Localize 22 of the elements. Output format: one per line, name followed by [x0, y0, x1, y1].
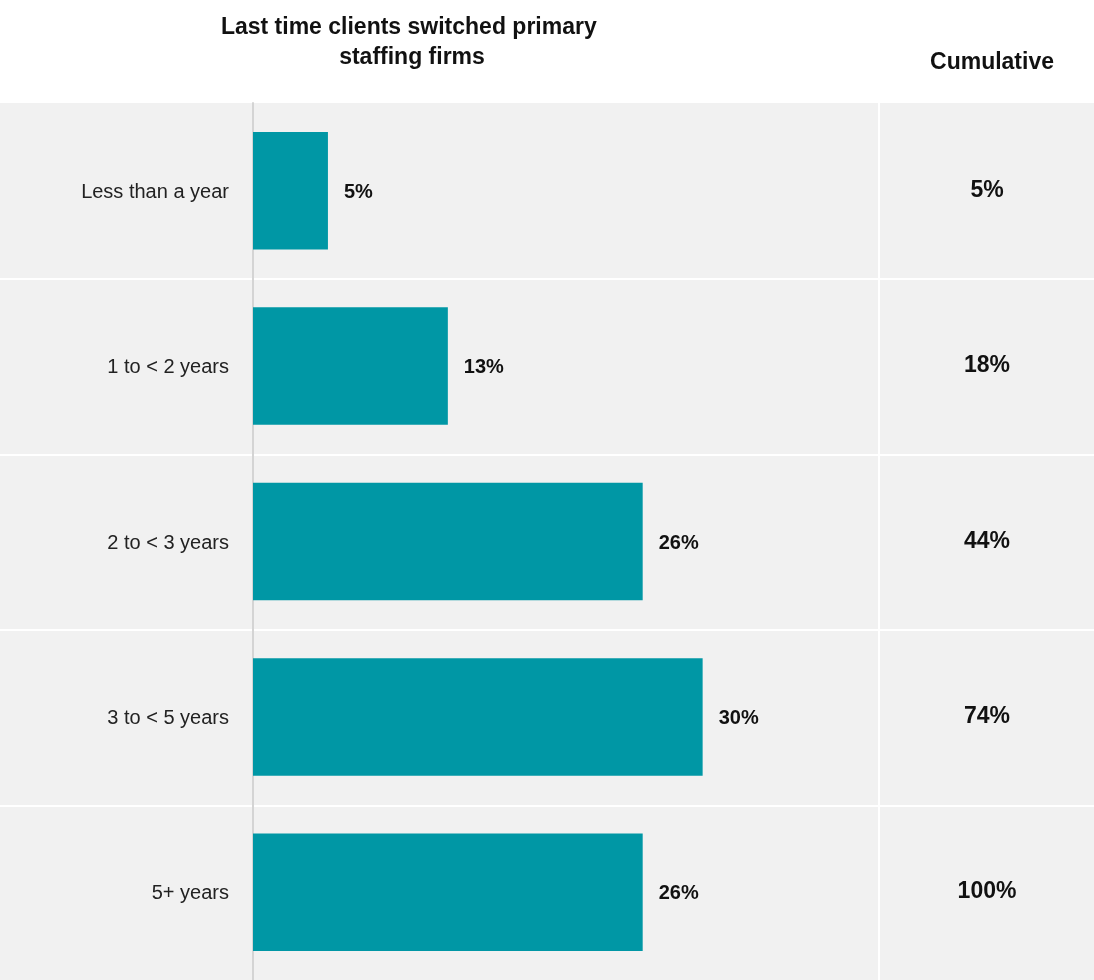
data-label: 5% [343, 179, 374, 202]
bar [253, 833, 643, 952]
data-label: 30% [718, 705, 759, 728]
text: 100% [957, 877, 1017, 904]
y-tick-label: Less than a year [81, 179, 230, 202]
bar [253, 482, 643, 601]
bar [253, 307, 448, 425]
text: Cumulative [930, 47, 1054, 74]
y-tick-label: 5+ years [151, 881, 229, 904]
data-label: 26% [658, 530, 699, 553]
data-label: 26% [658, 881, 699, 904]
y-tick-label: 1 to < 2 years [107, 355, 229, 378]
bar [253, 131, 328, 250]
y-tick-label: 2 to < 3 years [107, 530, 229, 553]
text: 44% [963, 526, 1011, 553]
chart-title: Last time clients switched primary staffing firms [220, 13, 604, 69]
text: 74% [963, 701, 1011, 728]
y-tick-label: 3 to < 5 years [107, 705, 229, 728]
text: 5% [970, 175, 1004, 202]
data-label: 13% [463, 355, 505, 378]
text: 18% [963, 351, 1011, 378]
bar [253, 658, 703, 776]
